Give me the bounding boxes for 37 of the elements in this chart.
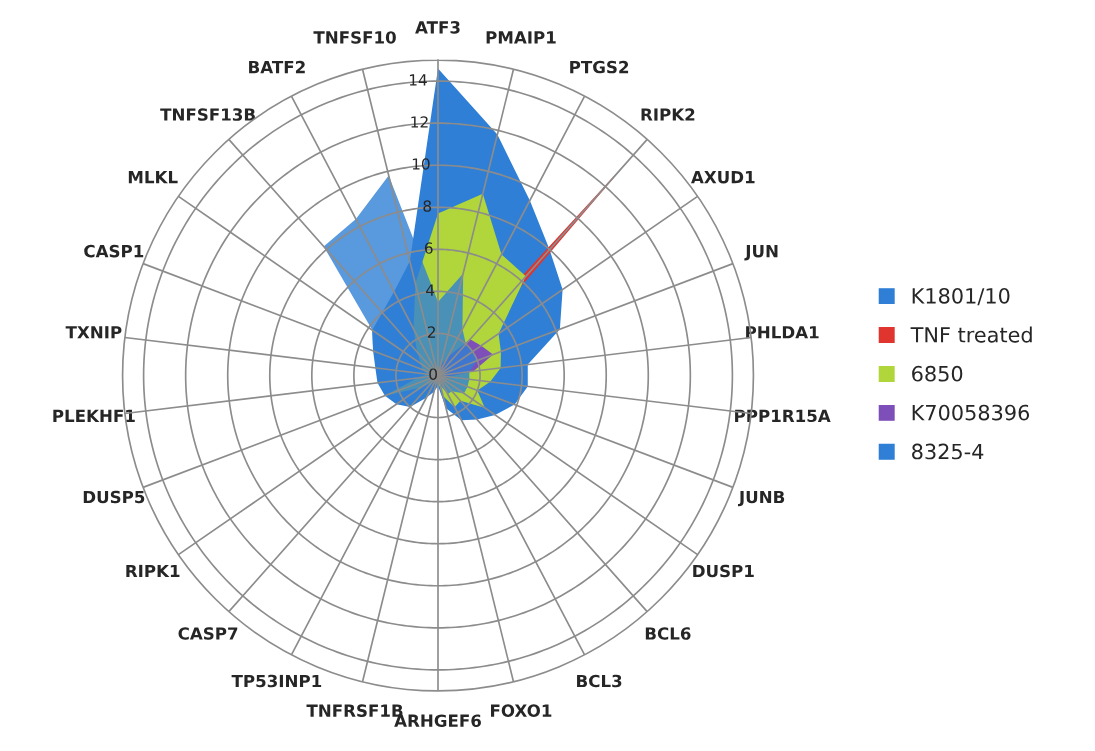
y-tick-label: 14 [409,74,427,86]
spoke-label: MLKL [128,171,178,184]
spoke-label: BCL6 [645,627,691,640]
spoke-label: PLEKHF1 [53,409,135,422]
legend-label: K1801/10 [912,287,1010,306]
y-tick-label: 8 [423,200,432,212]
spoke-label: RIPK2 [641,108,695,121]
legend-label: 8325-4 [912,443,984,460]
spoke-label: AXUD1 [691,171,755,184]
y-tick-label: 12 [411,116,428,128]
y-tick-label: 2 [427,326,435,338]
spoke-label: JUN [744,245,778,261]
spoke-label: TXNIP [65,326,122,339]
spoke-label: CASP1 [84,244,144,258]
spoke-label: RIPK1 [126,564,180,578]
spoke-label: ATF3 [415,21,460,34]
spoke-label: FOXO1 [491,704,552,717]
spoke-label: PTGS2 [570,60,629,74]
y-tick-label: 4 [426,284,435,296]
y-tick-label: 0 [429,368,437,380]
spoke-label: BCL3 [577,674,622,688]
spoke-label: TNFSF13B [160,108,255,121]
spoke-label: JUNB [738,490,785,507]
legend-label: K70058396 [912,404,1030,421]
spoke-label: CASP7 [178,627,238,640]
spoke-label: DUSP1 [693,564,754,578]
legend-label: 6850 [912,365,963,382]
y-tick-label: 10 [412,158,430,170]
legend-label: TNF treated [910,326,1032,343]
spoke-label: DUSP5 [83,490,145,504]
spoke-label: BATF2 [249,60,305,74]
spoke-label: PPP1R15A [735,409,831,423]
y-tick-label: 6 [424,242,433,254]
spoke-label: PHLDA1 [746,326,819,339]
spoke-label: TP53INP1 [231,674,322,688]
spoke-label: PMAIP1 [486,31,556,44]
spoke-label: TNFSF10 [313,31,396,44]
